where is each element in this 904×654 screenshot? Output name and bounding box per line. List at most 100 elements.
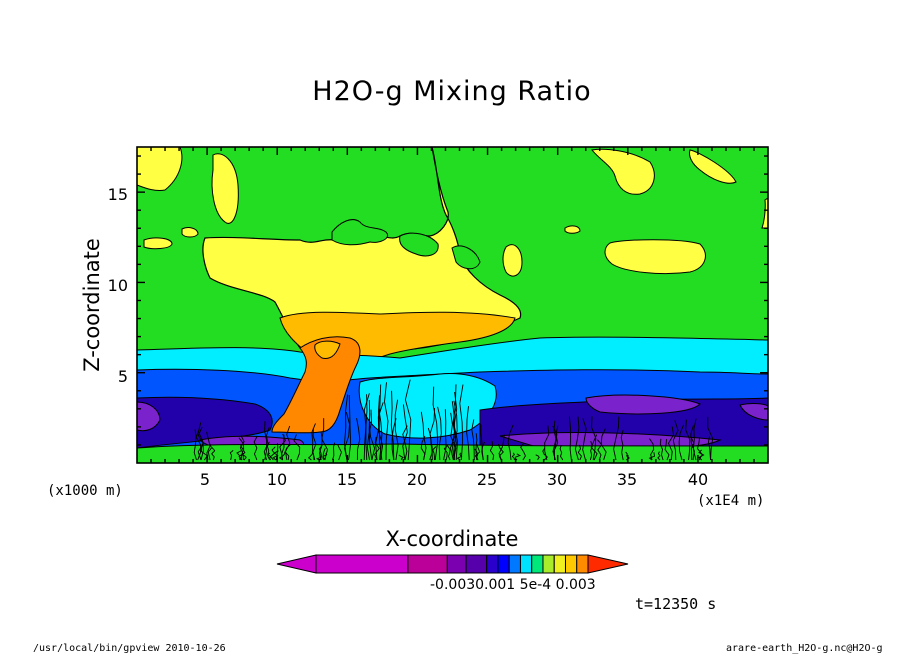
turbulence-contour <box>374 437 380 461</box>
turbulence-contour <box>404 379 412 461</box>
colorbar-cell <box>508 554 521 574</box>
y-axis-ticks <box>137 155 768 446</box>
turbulence-contour <box>690 425 695 461</box>
x-tick-label: 25 <box>476 470 498 489</box>
turbulence-contour <box>707 416 714 461</box>
x-unit-label: (x1000 m) <box>47 483 123 499</box>
turbulence-contour <box>507 424 514 461</box>
time-label: t=12350 s <box>635 595 717 613</box>
turbulence-contour <box>480 424 484 461</box>
turbulence-contour <box>293 434 301 461</box>
turbulence-contour <box>432 446 437 460</box>
turbulence-contour <box>363 394 368 461</box>
colorbar-cell <box>465 554 488 574</box>
turbulence-contour <box>229 450 234 461</box>
colorbar <box>276 554 629 574</box>
x-axis-label: X-coordinate <box>385 527 519 551</box>
turbulence-contour <box>279 451 286 461</box>
region-upper-patch <box>211 153 239 224</box>
turbulence-contour <box>577 444 583 461</box>
turbulence-contour <box>678 424 685 461</box>
turbulence-contour <box>659 438 664 461</box>
turbulence-contour <box>589 441 593 461</box>
x-tick-label: 35 <box>616 470 638 489</box>
turbulence-contour <box>240 454 247 461</box>
turbulence-contour <box>520 442 527 461</box>
colorbar-cell <box>576 554 589 574</box>
footer-left: /usr/local/bin/gpview 2010-10-26 <box>33 643 226 654</box>
turbulence-contour <box>544 425 550 461</box>
turbulence-contour <box>384 382 389 461</box>
turbulence-contour <box>281 434 285 461</box>
turbulence-contour <box>597 439 603 461</box>
turbulence-contour <box>459 384 464 461</box>
x-tick-label: 40 <box>687 470 709 489</box>
region-upper-patch <box>591 148 655 195</box>
turbulence-contour <box>690 437 695 460</box>
x-multiplier-label: (x1E4 m) <box>697 493 765 509</box>
region-background <box>331 219 388 246</box>
turbulence-contour <box>402 404 408 461</box>
turbulence-contour <box>316 454 322 461</box>
turbulence-contour <box>437 406 442 461</box>
turbulence-contour <box>264 421 268 461</box>
turbulence-contour <box>453 400 458 461</box>
turbulence-contour <box>420 411 427 461</box>
turbulence-contour <box>308 451 313 461</box>
region-plume-core <box>314 340 341 359</box>
turbulence-contour <box>672 420 679 461</box>
region-column <box>271 336 361 434</box>
turbulence-contour <box>402 425 408 461</box>
turbulence-contour <box>378 384 383 461</box>
colorbar-cell <box>542 554 555 574</box>
colorbar-cell <box>497 554 510 574</box>
colorbar-cell <box>446 554 467 574</box>
turbulence-contour <box>239 435 245 461</box>
turbulence-contour <box>253 435 258 461</box>
turbulence-contour <box>466 406 470 461</box>
plot-frame <box>136 146 769 464</box>
turbulence-contour <box>667 426 674 461</box>
turbulence-contour <box>377 402 384 461</box>
turbulence-contour <box>432 386 439 461</box>
turbulence-contour <box>559 445 564 461</box>
colorbar-tick-labels: -0.0030.001 5e-4 0.003 <box>430 577 596 593</box>
turbulence-contour <box>427 427 433 461</box>
y-tick-label: 15 <box>107 185 128 204</box>
x-axis-ticks <box>150 147 755 463</box>
turbulence-contour <box>368 413 376 461</box>
turbulence-contour <box>207 443 213 461</box>
turbulence-contour <box>337 444 342 461</box>
turbulence-contour <box>489 441 495 461</box>
region-surface-layer <box>585 394 701 415</box>
x-tick-label: 15 <box>336 470 358 489</box>
turbulence-contour <box>474 448 479 461</box>
region-upper-patch <box>143 237 173 250</box>
turbulence-contour <box>511 452 515 461</box>
y-tick-label: 10 <box>107 276 128 295</box>
turbulence-contour <box>648 452 655 461</box>
colorbar-cell <box>564 554 578 574</box>
turbulence-contour <box>590 434 598 461</box>
region-background <box>399 232 439 257</box>
turbulence-contour <box>197 422 204 461</box>
turbulence-contour <box>321 418 328 461</box>
turbulence-contour <box>269 446 276 461</box>
turbulence-contour <box>497 443 504 461</box>
turbulence-contour <box>450 410 456 461</box>
colorbar-high-arrow <box>587 554 629 574</box>
region-lower-layer <box>137 396 273 449</box>
turbulence-contour <box>471 419 475 461</box>
region-upper-patch <box>564 225 581 234</box>
turbulence-contour <box>312 427 317 461</box>
turbulence-contour <box>285 425 291 461</box>
turbulence-contour <box>266 441 271 461</box>
turbulence-contour <box>238 445 246 461</box>
turbulence-contour <box>620 429 624 461</box>
surface-turbulence <box>193 379 714 461</box>
turbulence-contour <box>685 419 691 461</box>
turbulence-contour <box>568 416 572 461</box>
turbulence-contour <box>348 394 352 461</box>
turbulence-contour <box>574 416 580 461</box>
